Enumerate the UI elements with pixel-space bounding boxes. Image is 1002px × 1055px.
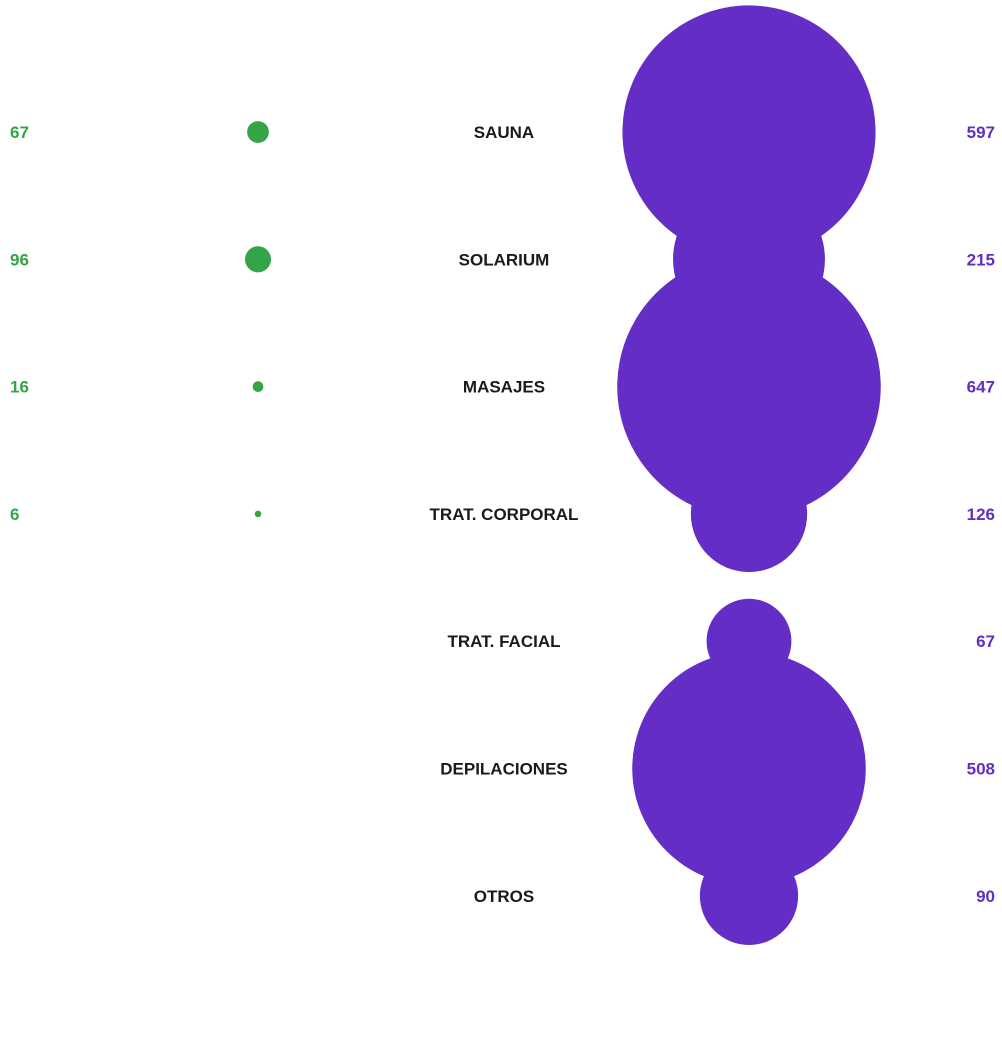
category-label-sauna: SAUNA — [474, 123, 534, 142]
category-label-masajes: MASAJES — [463, 378, 545, 397]
category-label-depilaciones: DEPILACIONES — [440, 760, 568, 779]
value-label-right-sauna: 597 — [967, 123, 995, 142]
value-label-right-masajes: 647 — [967, 378, 995, 397]
value-label-left-sauna: 67 — [10, 123, 29, 142]
category-label-trat-corporal: TRAT. CORPORAL — [430, 505, 579, 524]
bubble-right-otros — [699, 846, 799, 945]
bubble-right-trat-corporal — [690, 455, 808, 573]
value-label-right-solarium: 215 — [967, 250, 995, 269]
value-label-right-depilaciones: 508 — [967, 760, 995, 779]
category-label-solarium: SOLARIUM — [459, 250, 550, 269]
value-label-right-otros: 90 — [976, 887, 995, 906]
category-label-trat-facial: TRAT. FACIAL — [447, 632, 560, 651]
label-layer: SAUNA 67 597 SOLARIUM 96 215 MASAJES 16 647 TRAT.… — [10, 123, 995, 906]
value-label-right-trat-facial: 67 — [976, 632, 995, 651]
bubble-left-trat-corporal — [254, 510, 262, 518]
value-label-left-trat-corporal: 6 — [10, 505, 19, 524]
value-label-left-masajes: 16 — [10, 378, 29, 397]
bubble-right-masajes — [617, 254, 881, 519]
bubble-left-sauna — [247, 121, 269, 143]
value-label-left-solarium: 96 — [10, 250, 29, 269]
bubble-right-sauna — [622, 5, 876, 259]
value-label-right-trat-corporal: 126 — [967, 505, 995, 524]
bubble-left-solarium — [244, 246, 272, 273]
bubble-layer — [244, 5, 881, 945]
category-label-otros: OTROS — [474, 887, 534, 906]
bubble-right-depilaciones — [632, 651, 866, 886]
bubble-left-masajes — [252, 381, 264, 392]
